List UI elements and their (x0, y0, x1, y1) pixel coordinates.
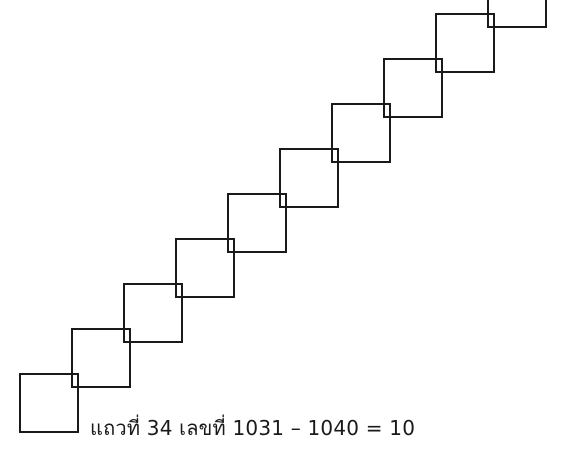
square-9 (435, 13, 495, 73)
square-2 (71, 328, 131, 388)
square-4 (175, 238, 235, 298)
square-5 (227, 193, 287, 253)
caption-label: แถวที่ 34 เลขที่ 1031 – 1040 = 10 (90, 416, 416, 440)
square-8 (383, 58, 443, 118)
square-6 (279, 148, 339, 208)
square-7 (331, 103, 391, 163)
square-1 (19, 373, 79, 433)
square-3 (123, 283, 183, 343)
square-10 (487, 0, 547, 28)
